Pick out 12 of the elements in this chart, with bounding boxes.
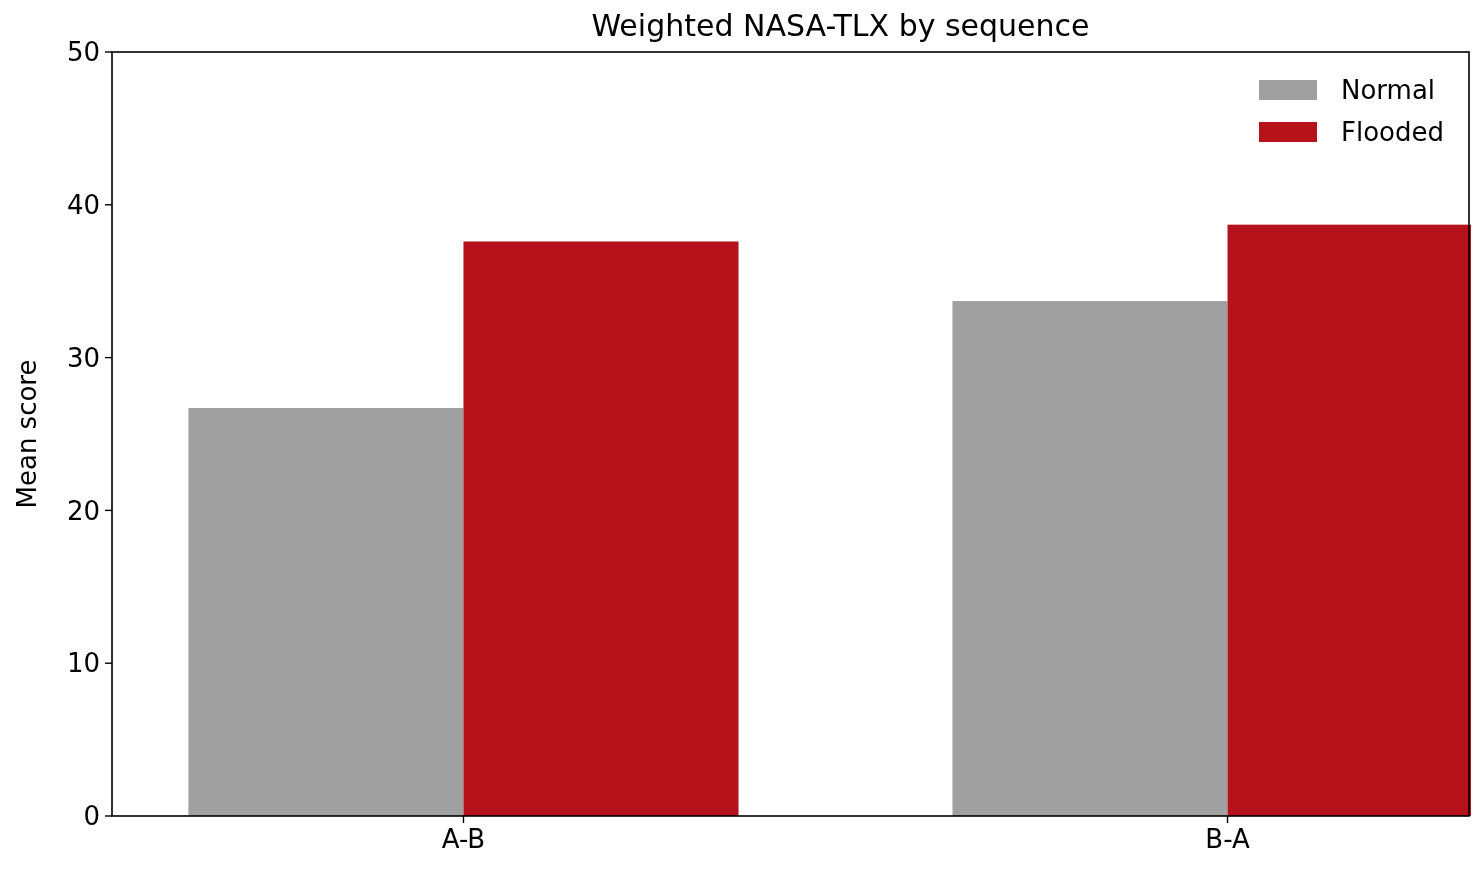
y-tick-label: 40 (66, 189, 100, 220)
y-tick-label: 0 (83, 801, 100, 832)
y-tick-label: 10 (66, 648, 100, 679)
x-tick-label: A-B (441, 824, 486, 854)
legend-label: Normal (1341, 75, 1436, 106)
x-tick-label: B-A (1205, 824, 1250, 854)
y-tick-label: 50 (66, 37, 100, 68)
y-tick-label: 30 (66, 342, 100, 373)
y-axis-title: Mean score (12, 359, 42, 509)
chart-title: Weighted NASA-TLX by sequence (591, 8, 1090, 43)
y-tick-label: 20 (66, 495, 100, 526)
legend-label: Flooded (1341, 117, 1444, 148)
